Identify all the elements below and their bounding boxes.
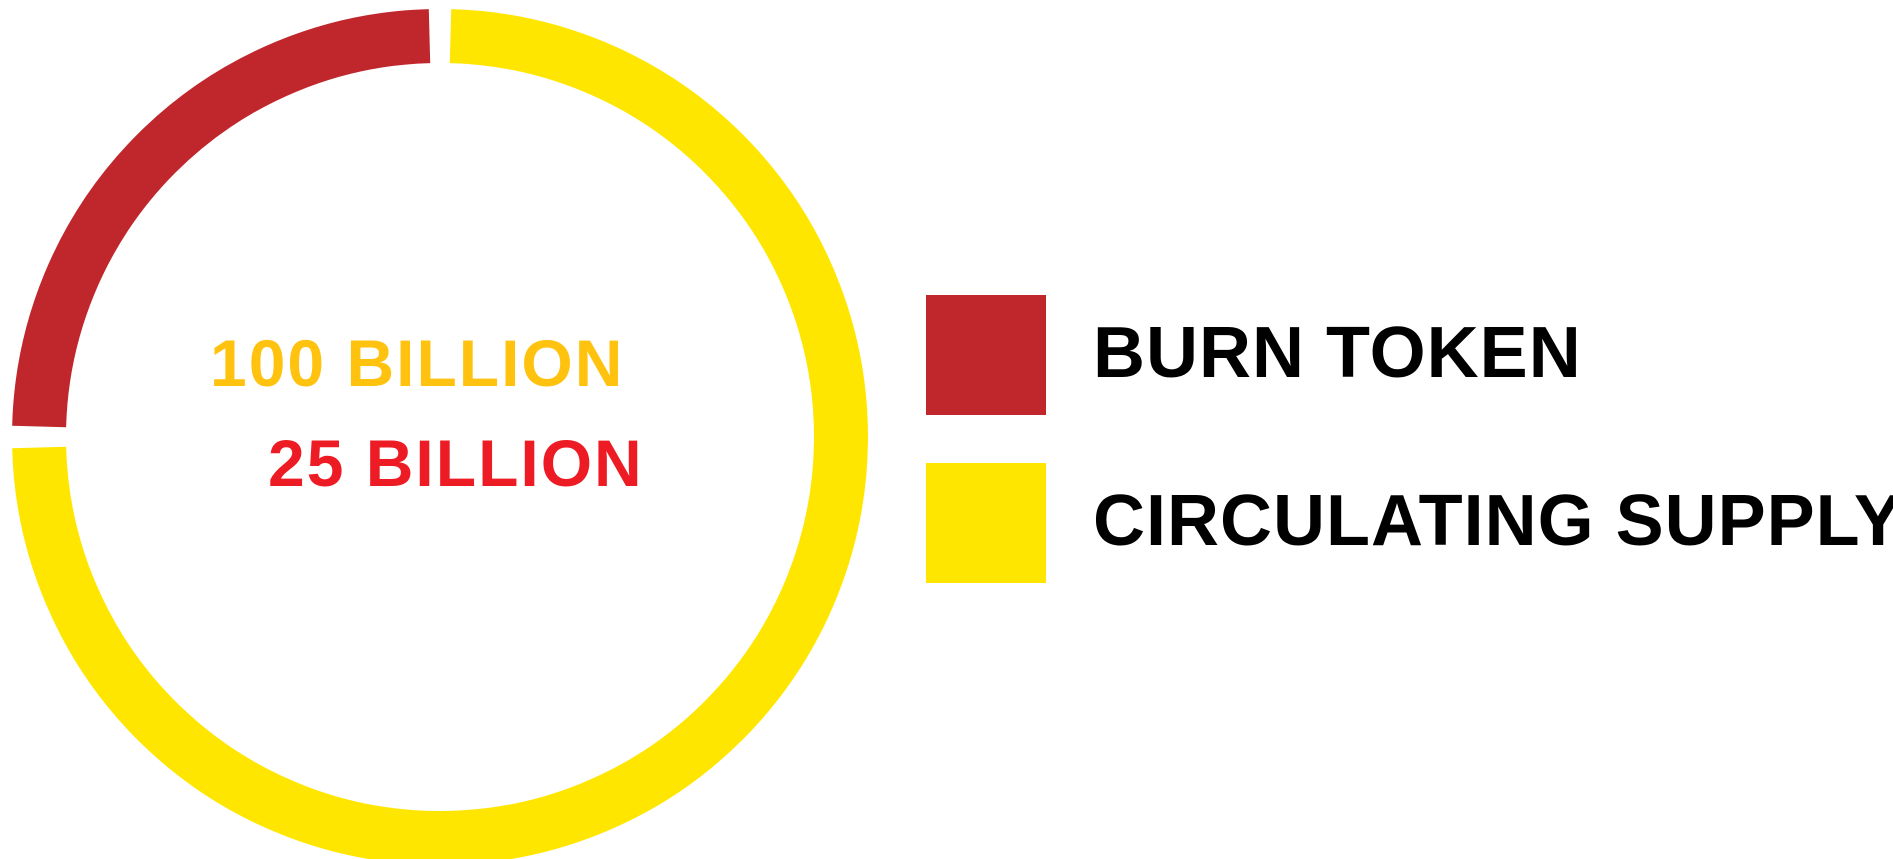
donut-slice-circulating-supply [12,9,868,859]
legend-item-burn-token: BURN TOKEN [926,295,1886,415]
legend-item-circulating-supply: CIRCULATING SUPPLY [926,463,1893,583]
legend-swatch-burn-token [926,295,1046,415]
donut-ring [12,9,868,859]
legend-label-circulating-supply: CIRCULATING SUPPLY [1093,481,1893,561]
legend-label-burn-token: BURN TOKEN [1093,313,1582,393]
center-burn-label: 25 BILLION [268,426,644,500]
legend-swatch-circulating-supply [926,463,1046,583]
center-total-label: 100 BILLION [210,326,625,400]
donut-slice-burn-token [12,9,431,428]
